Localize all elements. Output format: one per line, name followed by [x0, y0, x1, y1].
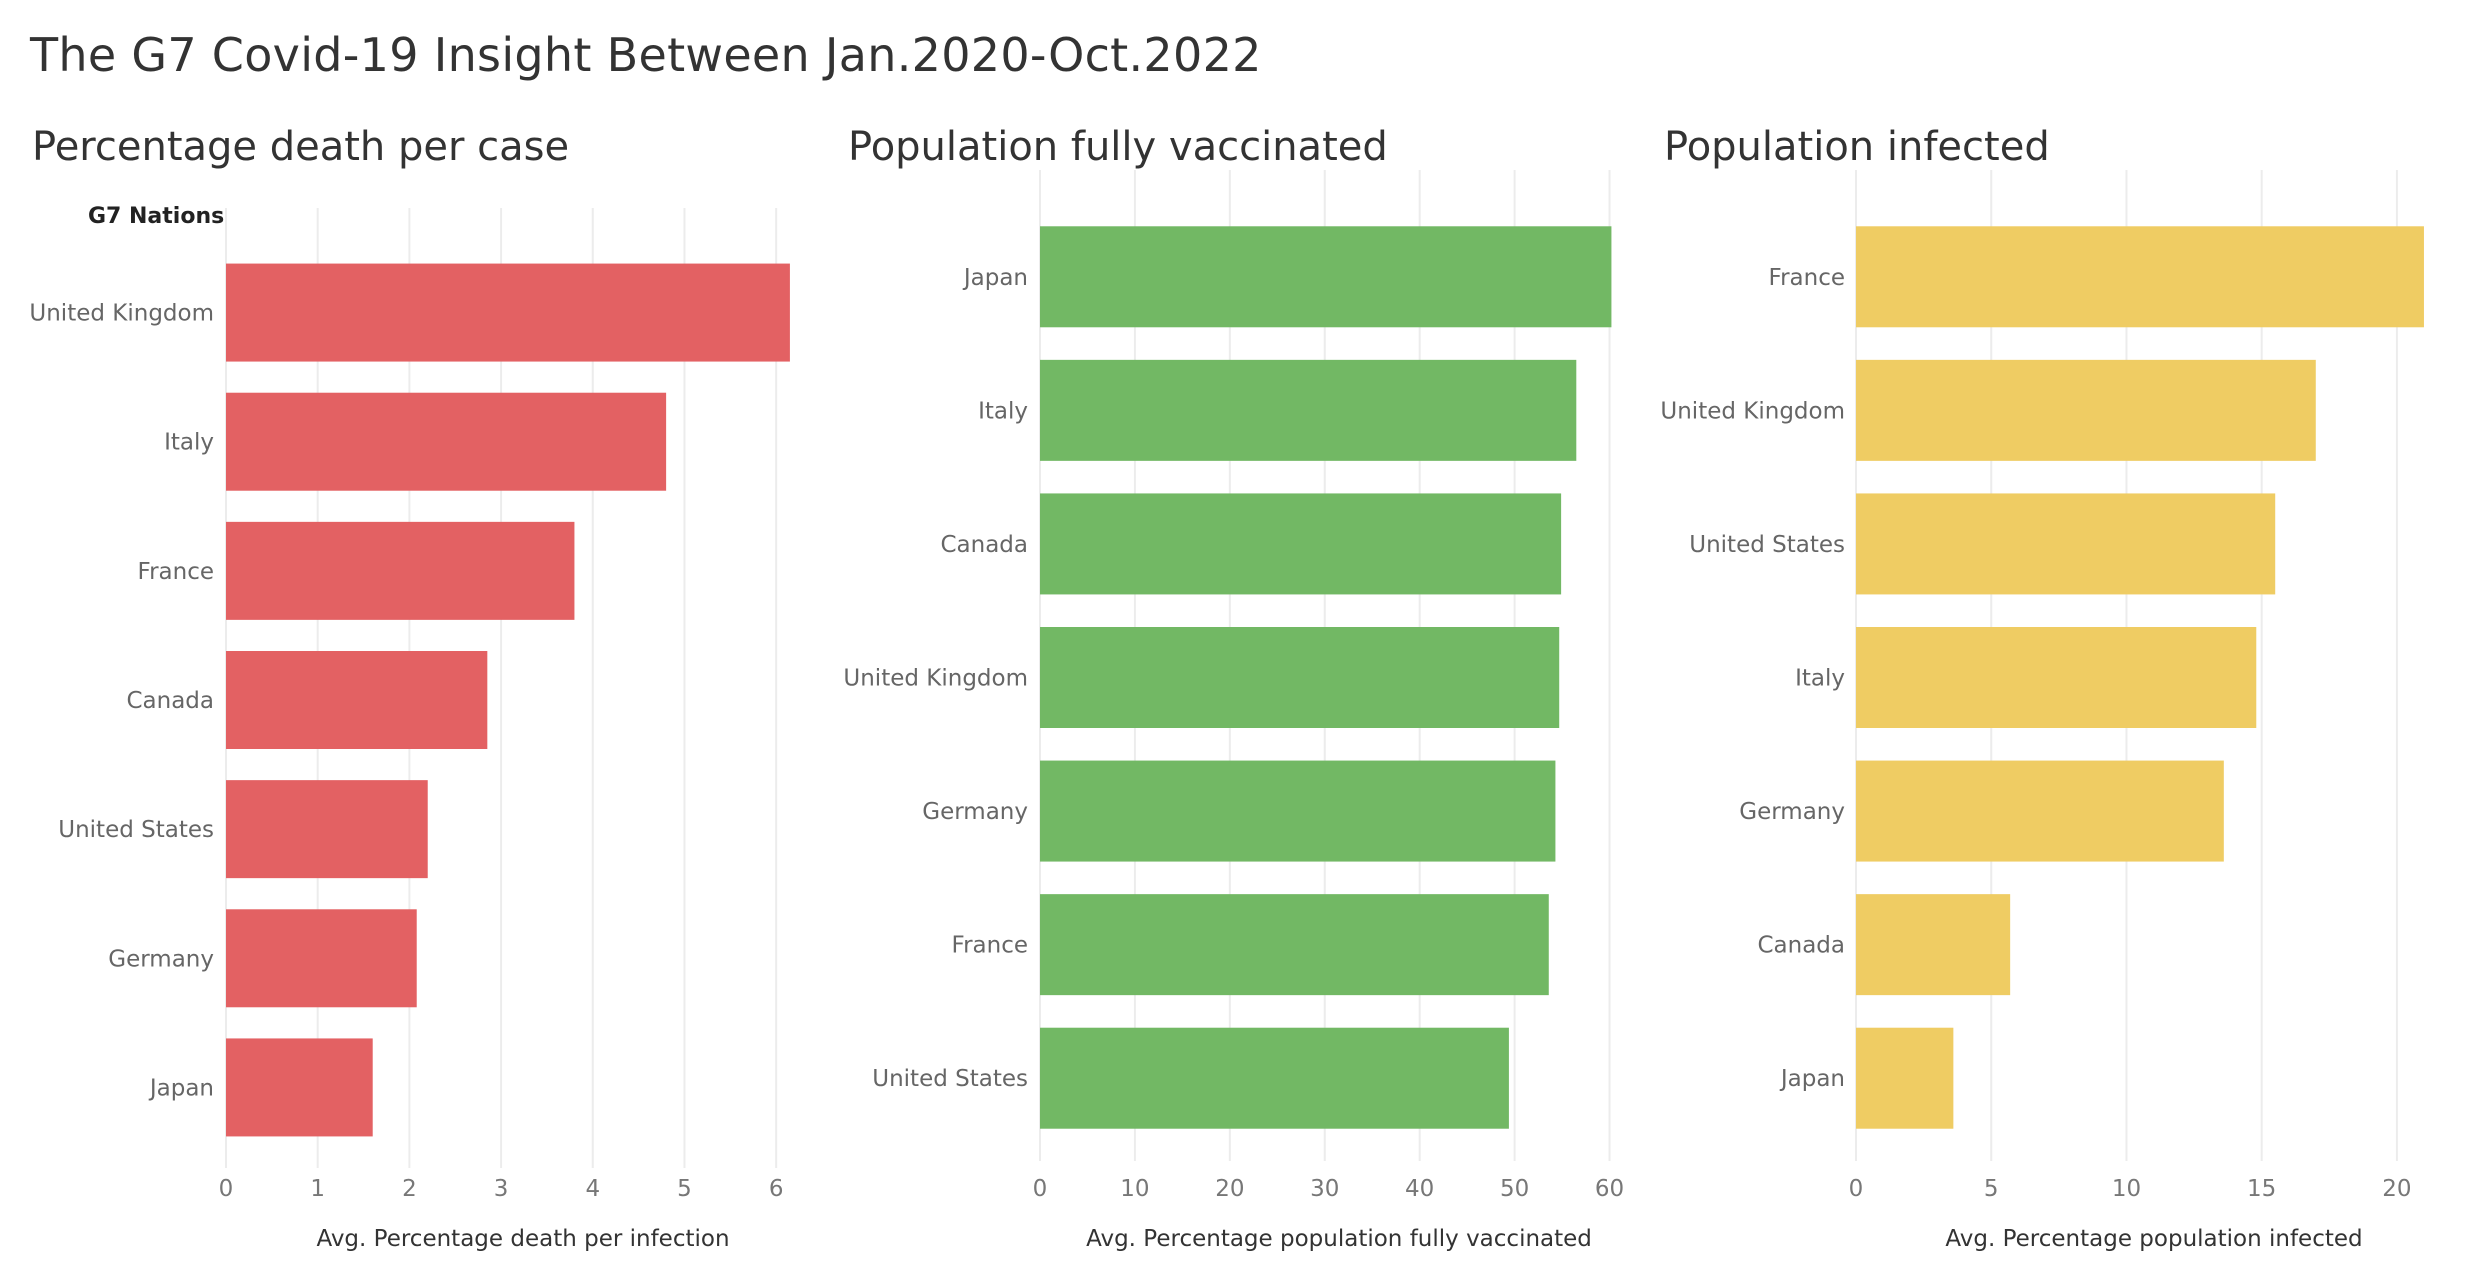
death-bar-united-kingdom[interactable] [226, 263, 790, 362]
infected-bar-united-states[interactable] [1856, 493, 2276, 595]
vaccinated-category-label-france: France [952, 933, 1028, 959]
vaccinated-tick-label-50: 50 [1500, 1176, 1529, 1202]
infected-bar-united-kingdom[interactable] [1856, 359, 2316, 461]
death-category-label-germany: Germany [108, 946, 214, 972]
infected-bar-france[interactable] [1856, 226, 2424, 328]
vaccinated-tick-label-20: 20 [1215, 1176, 1244, 1202]
dashboard-title: The G7 Covid-19 Insight Between Jan.2020… [30, 28, 1262, 82]
vaccinated-bar-japan[interactable] [1040, 226, 1612, 328]
death-category-label-united-kingdom: United Kingdom [29, 301, 214, 327]
infected-bar-canada[interactable] [1856, 894, 2011, 996]
infected-category-label-italy: Italy [1795, 666, 1845, 692]
vaccinated-category-label-germany: Germany [922, 799, 1028, 825]
vaccinated-tick-label-30: 30 [1310, 1176, 1339, 1202]
vaccinated-category-label-canada: Canada [940, 532, 1028, 558]
panel-title-vaccinated: Population fully vaccinated [848, 124, 1388, 170]
death-tick-label-2: 2 [402, 1176, 417, 1202]
death-category-label-japan: Japan [148, 1075, 214, 1101]
infected-bar-japan[interactable] [1856, 1027, 1954, 1129]
death-x-axis-title: Avg. Percentage death per infection [316, 1226, 729, 1252]
panel-title-death: Percentage death per case [32, 124, 570, 170]
infected-bar-italy[interactable] [1856, 627, 2257, 728]
death-bar-canada[interactable] [226, 651, 488, 749]
vaccinated-tick-label-0: 0 [1033, 1176, 1048, 1202]
infected-tick-label-10: 10 [2112, 1176, 2141, 1202]
vaccinated-category-label-japan: Japan [962, 265, 1028, 291]
vaccinated-bar-united-kingdom[interactable] [1040, 627, 1560, 728]
vaccinated-bar-canada[interactable] [1040, 493, 1562, 595]
infected-bar-germany[interactable] [1856, 760, 2224, 862]
vaccinated-x-axis-title: Avg. Percentage population fully vaccina… [1086, 1226, 1592, 1252]
infected-category-label-united-kingdom: United Kingdom [1660, 398, 1845, 424]
infected-category-label-france: France [1769, 265, 1845, 291]
infected-category-label-japan: Japan [1779, 1066, 1845, 1092]
vaccinated-bar-italy[interactable] [1040, 359, 1577, 461]
rows-header-g7-nations: G7 Nations [88, 204, 225, 229]
death-bar-united-states[interactable] [226, 780, 428, 879]
vaccinated-bar-united-states[interactable] [1040, 1027, 1509, 1129]
infected-category-label-germany: Germany [1739, 799, 1845, 825]
vaccinated-bar-france[interactable] [1040, 894, 1549, 996]
vaccinated-tick-label-10: 10 [1120, 1176, 1149, 1202]
infected-tick-label-20: 20 [2382, 1176, 2411, 1202]
vaccinated-category-label-united-kingdom: United Kingdom [843, 666, 1028, 692]
infected-x-axis-title: Avg. Percentage population infected [1945, 1226, 2362, 1252]
infected-category-label-united-states: United States [1689, 532, 1845, 558]
death-bar-france[interactable] [226, 521, 575, 620]
vaccinated-category-label-italy: Italy [978, 398, 1028, 424]
death-tick-label-3: 3 [494, 1176, 509, 1202]
vaccinated-bar-germany[interactable] [1040, 760, 1556, 862]
death-category-label-united-states: United States [58, 817, 214, 843]
death-tick-label-4: 4 [585, 1176, 600, 1202]
infected-tick-label-0: 0 [1849, 1176, 1864, 1202]
vaccinated-category-label-united-states: United States [872, 1066, 1028, 1092]
infected-category-label-canada: Canada [1757, 933, 1845, 959]
death-tick-label-1: 1 [310, 1176, 325, 1202]
death-tick-label-0: 0 [219, 1176, 234, 1202]
infected-tick-label-15: 15 [2247, 1176, 2276, 1202]
panel-title-infected: Population infected [1664, 124, 2050, 170]
death-category-label-italy: Italy [164, 430, 214, 456]
death-tick-label-6: 6 [769, 1176, 784, 1202]
death-bar-italy[interactable] [226, 392, 667, 491]
death-bar-germany[interactable] [226, 909, 417, 1008]
vaccinated-tick-label-60: 60 [1595, 1176, 1624, 1202]
death-bar-japan[interactable] [226, 1038, 373, 1137]
death-category-label-france: France [138, 559, 214, 585]
death-tick-label-5: 5 [677, 1176, 692, 1202]
vaccinated-tick-label-40: 40 [1405, 1176, 1434, 1202]
death-category-label-canada: Canada [126, 688, 214, 714]
infected-tick-label-5: 5 [1984, 1176, 1999, 1202]
